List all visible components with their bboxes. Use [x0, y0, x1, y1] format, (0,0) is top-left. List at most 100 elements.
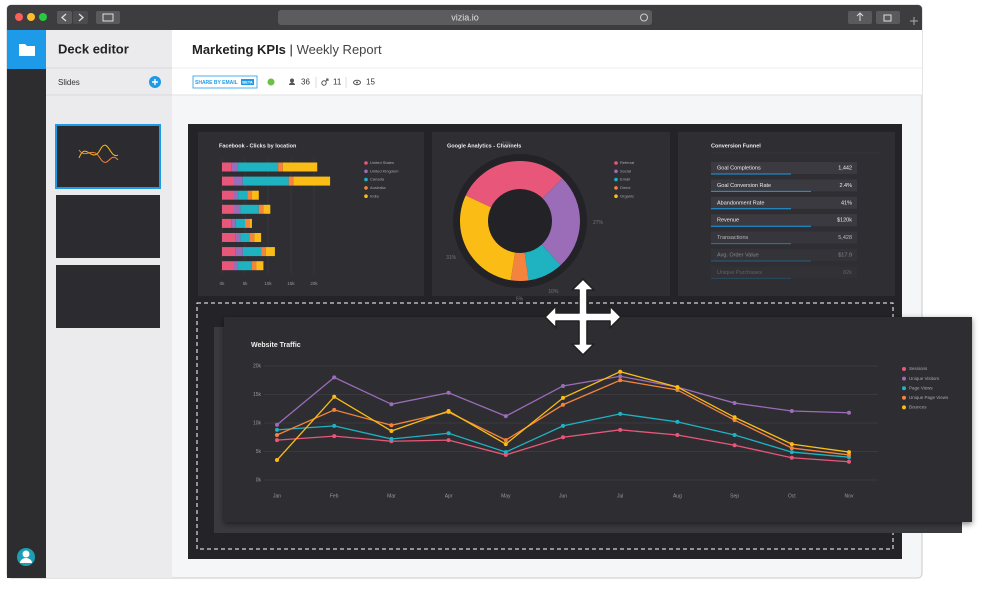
legend-swatch	[902, 405, 906, 410]
zoom-button[interactable]	[39, 13, 47, 21]
point	[503, 442, 508, 447]
x-tick-label: Mar	[387, 493, 396, 499]
slide-thumbnail[interactable]	[55, 124, 161, 189]
bar-segment	[261, 247, 266, 257]
point	[675, 385, 680, 390]
legend-label: United States	[370, 160, 394, 165]
point	[618, 369, 623, 374]
bar-segment	[233, 204, 241, 214]
row-label: Avg. Order Value	[717, 252, 759, 258]
bar-segment	[238, 162, 279, 172]
bar-segment	[238, 190, 248, 200]
separator: |	[290, 42, 293, 57]
new-tab-button[interactable]	[910, 17, 918, 25]
bar-segment	[254, 233, 262, 242]
pie-slice	[460, 195, 516, 281]
point	[561, 423, 565, 428]
point	[332, 407, 337, 412]
point	[446, 390, 451, 395]
point	[275, 427, 279, 432]
share-email-label: SHARE BY EMAIL	[195, 80, 238, 86]
point	[847, 410, 851, 415]
slide-thumbnail[interactable]	[56, 195, 160, 258]
bar-segment	[247, 190, 252, 200]
point	[847, 450, 851, 455]
legend-swatch	[364, 186, 368, 190]
reload-icon[interactable]	[640, 13, 648, 22]
legend-swatch	[364, 169, 368, 174]
legend-label: Unique Visitors	[909, 376, 940, 381]
point	[732, 418, 737, 423]
x-tick-label: Sep	[730, 493, 739, 499]
beta-badge	[241, 79, 254, 85]
bar-segment	[249, 233, 255, 242]
x-tick-label: Jan	[273, 493, 281, 499]
bar-segment	[222, 176, 234, 186]
point	[789, 450, 794, 455]
bar-segment	[231, 162, 239, 172]
bar-segment	[233, 190, 239, 200]
back-button[interactable]	[57, 11, 72, 24]
funnel-row: Transactions 5,428	[711, 231, 857, 245]
funnel-row: Avg. Order Value $17.9	[711, 249, 857, 262]
slides-label: Slides	[58, 78, 80, 87]
legend-swatch	[902, 395, 906, 400]
row-label: Unique Purchases	[717, 270, 762, 276]
legend-label: Direct	[620, 185, 631, 190]
users-icon	[290, 78, 294, 83]
bar-segment	[245, 218, 250, 228]
bar-segment	[258, 204, 264, 214]
row-label: Goal Completions	[717, 165, 761, 171]
point	[789, 409, 794, 414]
point	[389, 402, 394, 407]
row-value: 41%	[841, 200, 852, 206]
slice-label: 32%	[502, 141, 513, 147]
row-value: $120k	[837, 218, 852, 224]
bar-segment	[256, 261, 264, 271]
point	[275, 432, 279, 437]
slide-thumbnail[interactable]	[56, 265, 160, 328]
point	[847, 459, 851, 464]
funnel-row: Abandonment Rate 41%	[711, 196, 857, 210]
x-tick-label: May	[501, 493, 511, 499]
row-value: $17.9	[838, 252, 852, 258]
point	[389, 428, 394, 433]
bar-segment	[222, 162, 232, 172]
bar-segment	[222, 233, 236, 242]
x-tick-label: Jul	[617, 493, 623, 499]
url-bar[interactable]	[278, 10, 652, 25]
tabs-button[interactable]	[876, 11, 900, 24]
likes-icon	[321, 80, 327, 86]
legend-label: Sessions	[909, 366, 928, 371]
app-nav	[7, 30, 46, 578]
row-label: Abandonment Rate	[717, 200, 764, 206]
y-tick-label: 15k	[253, 392, 262, 398]
slice-label: 31%	[446, 255, 457, 261]
legend-label: Unique Page Views	[909, 395, 949, 400]
card[interactable]	[224, 317, 972, 522]
legend-swatch	[614, 186, 618, 190]
legend-swatch	[364, 161, 368, 165]
point	[618, 374, 623, 379]
bar-segment	[240, 233, 250, 242]
close-button[interactable]	[15, 13, 23, 21]
sidebar-button[interactable]	[96, 11, 120, 24]
bar-segment	[233, 261, 239, 271]
legend-label: Social	[620, 168, 631, 173]
row-background	[711, 162, 857, 174]
minimize-button[interactable]	[27, 13, 35, 21]
point	[561, 402, 565, 407]
bar-segment	[242, 176, 289, 186]
y-tick-label: 10k	[253, 420, 262, 426]
chart-title: Conversion Funnel	[711, 143, 761, 149]
legend-label: Organic	[620, 193, 634, 198]
forward-button[interactable]	[73, 11, 88, 24]
bar-segment	[242, 247, 262, 257]
status-dot	[267, 78, 275, 86]
x-tick-label: Nov	[845, 493, 854, 499]
point	[503, 452, 508, 457]
row-background	[711, 249, 857, 261]
url-text: vizia.io	[451, 12, 479, 22]
